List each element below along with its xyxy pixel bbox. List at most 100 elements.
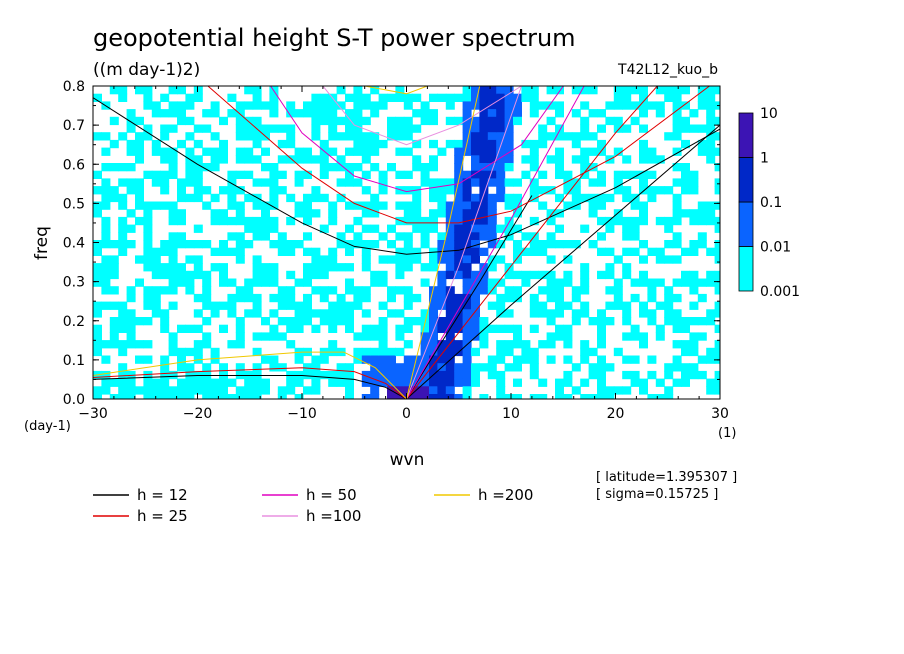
power-cell bbox=[681, 163, 690, 172]
power-cell bbox=[462, 332, 472, 341]
power-cell bbox=[135, 386, 144, 395]
power-cell bbox=[151, 201, 161, 210]
power-cell bbox=[571, 109, 581, 118]
power-cell bbox=[664, 224, 674, 233]
power-cell bbox=[597, 270, 606, 280]
power-cell bbox=[151, 301, 161, 310]
power-cell bbox=[521, 340, 531, 349]
power-cell bbox=[655, 255, 665, 264]
power-cell bbox=[319, 255, 329, 264]
power-cell bbox=[261, 101, 270, 110]
power-cell bbox=[597, 324, 606, 333]
power-cell bbox=[471, 378, 480, 387]
power-cell bbox=[496, 163, 506, 172]
power-cell bbox=[361, 139, 371, 149]
power-cell bbox=[244, 193, 254, 203]
power-cell bbox=[202, 240, 212, 249]
power-cell bbox=[513, 394, 522, 399]
power-cell bbox=[252, 224, 262, 233]
power-cell bbox=[361, 324, 371, 333]
power-cell bbox=[235, 124, 245, 133]
power-cell bbox=[655, 216, 665, 226]
power-cell bbox=[185, 193, 195, 203]
power-cell bbox=[580, 170, 590, 179]
power-cell bbox=[462, 232, 472, 241]
power-cell bbox=[135, 340, 144, 349]
power-cell bbox=[101, 286, 111, 295]
power-cell bbox=[193, 178, 203, 187]
power-cell bbox=[294, 240, 304, 249]
power-cell bbox=[143, 224, 153, 233]
power-cell bbox=[496, 255, 506, 264]
power-cell bbox=[336, 301, 346, 310]
power-cell bbox=[202, 301, 212, 310]
power-cell bbox=[151, 247, 161, 256]
power-cell bbox=[681, 186, 690, 195]
power-cell bbox=[387, 116, 396, 126]
power-cell bbox=[504, 139, 514, 149]
power-cell bbox=[445, 347, 455, 357]
power-cell bbox=[319, 224, 329, 233]
power-cell bbox=[454, 201, 464, 210]
y-tick-label: 0.3 bbox=[63, 275, 85, 291]
power-cell bbox=[429, 216, 438, 226]
power-cell bbox=[580, 347, 590, 357]
power-cell bbox=[471, 247, 480, 256]
power-cell bbox=[235, 317, 245, 326]
power-cell bbox=[546, 317, 556, 326]
power-cell bbox=[361, 170, 371, 179]
power-cell bbox=[487, 278, 497, 287]
power-cell bbox=[496, 124, 506, 133]
power-cell bbox=[513, 116, 522, 126]
power-cell bbox=[277, 170, 287, 179]
power-cell bbox=[210, 263, 220, 272]
power-cell bbox=[210, 209, 220, 218]
power-cell bbox=[597, 363, 606, 372]
power-cell bbox=[219, 324, 228, 333]
power-cell bbox=[639, 216, 648, 226]
power-cell bbox=[597, 370, 606, 380]
power-cell bbox=[303, 193, 312, 203]
power-cell bbox=[235, 170, 245, 179]
power-cell bbox=[588, 370, 598, 380]
power-cell bbox=[193, 93, 203, 102]
power-cell bbox=[227, 340, 237, 349]
power-cell bbox=[714, 324, 720, 333]
power-cell bbox=[345, 263, 354, 272]
power-cell bbox=[101, 340, 111, 349]
power-cell bbox=[160, 355, 170, 364]
power-cell bbox=[210, 355, 220, 364]
power-cell bbox=[420, 386, 430, 395]
power-cell bbox=[294, 355, 304, 364]
power-cell bbox=[143, 386, 153, 395]
power-cell bbox=[529, 109, 539, 118]
power-cell bbox=[303, 386, 312, 395]
power-cell bbox=[185, 278, 195, 287]
power-cell bbox=[412, 209, 422, 218]
power-cell bbox=[496, 132, 506, 141]
power-cell bbox=[252, 116, 262, 126]
power-cell bbox=[294, 394, 304, 399]
power-cell bbox=[689, 216, 699, 226]
power-cell bbox=[613, 286, 623, 295]
power-cell bbox=[412, 363, 422, 372]
power-cell bbox=[311, 270, 321, 280]
power-cell bbox=[613, 255, 623, 264]
power-cell bbox=[588, 86, 598, 95]
colorbar-swatch bbox=[738, 112, 754, 158]
power-cell bbox=[177, 139, 186, 149]
power-cell bbox=[269, 178, 279, 187]
power-cell bbox=[487, 216, 497, 226]
power-cell bbox=[538, 247, 548, 256]
power-cell bbox=[605, 286, 615, 295]
power-cell bbox=[235, 255, 245, 264]
power-cell bbox=[151, 270, 161, 280]
power-cell bbox=[538, 170, 548, 179]
power-cell bbox=[311, 93, 321, 102]
power-cell bbox=[219, 139, 228, 149]
power-cell bbox=[126, 332, 136, 341]
power-cell bbox=[605, 263, 615, 272]
power-cell bbox=[303, 263, 312, 272]
power-cell bbox=[487, 147, 497, 156]
power-cell bbox=[311, 386, 321, 395]
